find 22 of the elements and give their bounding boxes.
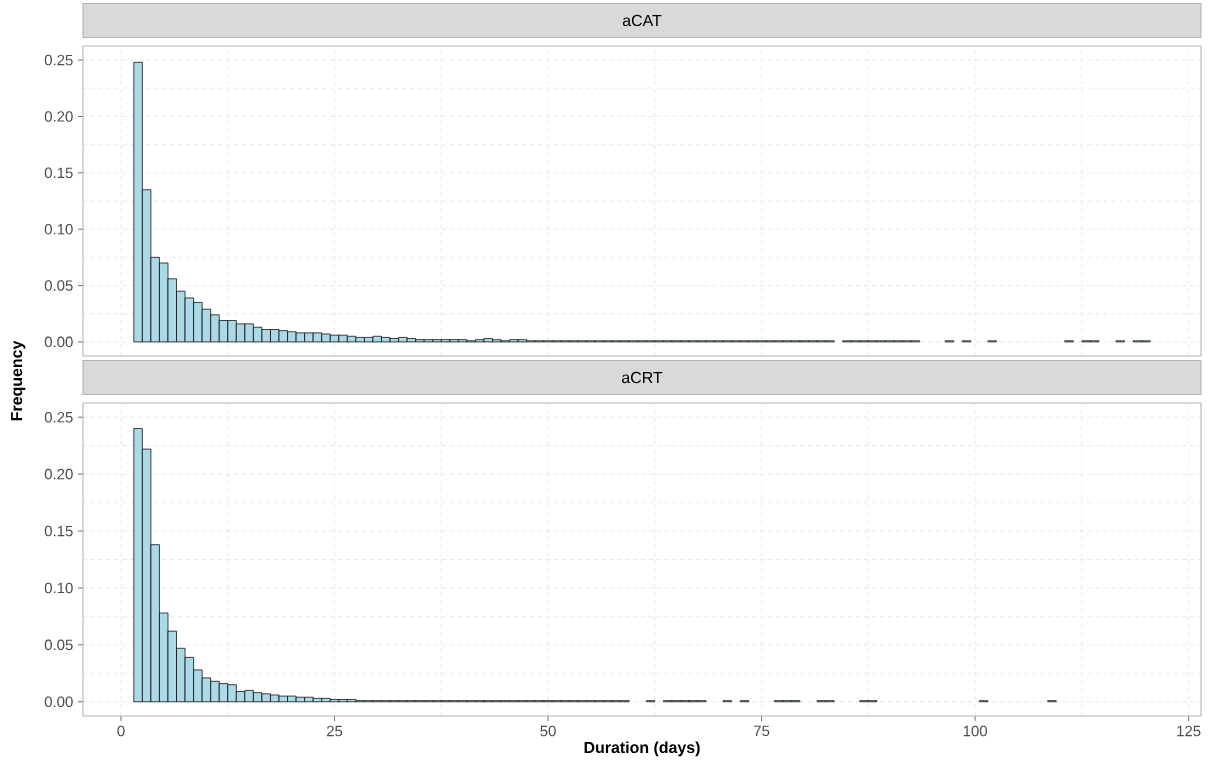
y-tick-label: 0.25: [44, 54, 73, 66]
y-tick-label: 0.15: [44, 167, 73, 179]
y-tick-label: 0.20: [44, 111, 73, 122]
y-tick-label: 0.00: [44, 336, 73, 348]
y-tick-label: 0.05: [44, 639, 73, 651]
y-tick-label: 0.05: [44, 280, 73, 291]
y-tick-label: 0.10: [44, 223, 73, 235]
x-tick-label: 125: [1177, 725, 1201, 737]
x-tick-label: 50: [540, 725, 556, 737]
y-tick-label: 0.00: [44, 696, 73, 708]
y-tick-label: 0.15: [44, 525, 73, 537]
y-tick-label: 0.25: [44, 411, 73, 423]
x-tick-label: 75: [754, 725, 770, 737]
y-tick-label: 0.10: [44, 582, 73, 594]
x-tick-label: 25: [326, 725, 343, 737]
x-tick-label: 0: [117, 725, 125, 737]
chart-title: aCAT: [622, 14, 662, 27]
chart-title: aCRT: [622, 371, 663, 384]
y-tick-label: 0.20: [44, 468, 73, 480]
y-axis-title: Frequency: [11, 340, 26, 421]
x-axis-title: Duration (days): [584, 741, 700, 757]
x-tick-label: 100: [963, 725, 987, 737]
